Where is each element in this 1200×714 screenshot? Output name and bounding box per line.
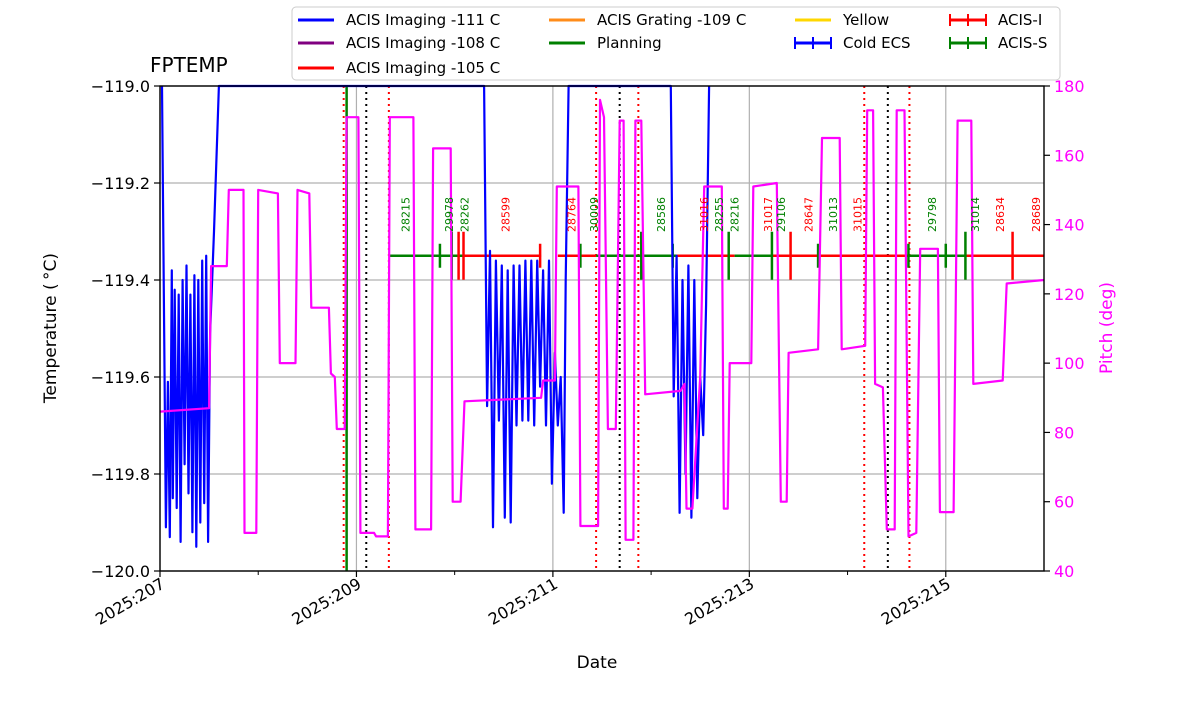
y2-tick-label: 40 xyxy=(1054,562,1074,581)
y-axis-right: 180 160 140 120 100 80 60 40 xyxy=(1044,77,1085,581)
legend-frame xyxy=(291,6,1061,81)
y-axis-left: −119.0 −119.2 −119.4 −119.6 −119.8 −120.0 xyxy=(91,77,160,581)
y-axis-title: Temperature ( °C) xyxy=(41,253,61,404)
chart-title: FPTEMP xyxy=(150,53,228,77)
x-tick-label: 2025:209 xyxy=(289,574,365,629)
obsid-label: 28255 xyxy=(713,197,726,232)
obsid-label: 29978 xyxy=(443,197,456,232)
y-tick-label: −120.0 xyxy=(91,562,150,581)
x-axis: 2025:207 2025:209 2025:211 2025:213 2025:215 xyxy=(92,571,954,629)
obsid-label: 28764 xyxy=(566,197,579,232)
event-vertical-lines xyxy=(342,86,911,571)
x-tick-label: 2025:211 xyxy=(485,574,561,629)
y2-tick-label: 140 xyxy=(1054,216,1085,235)
series-line-fptemp xyxy=(160,84,711,548)
obsid-label: 31013 xyxy=(827,197,840,232)
obsid-label: 28634 xyxy=(994,197,1007,232)
y2-tick-label: 100 xyxy=(1054,354,1085,373)
obsid-label: 31016 xyxy=(698,197,711,232)
legend-label: ACIS Imaging -108 C xyxy=(346,34,500,52)
y2-tick-label: 80 xyxy=(1054,423,1074,442)
grid-lines xyxy=(159,85,1044,572)
y-tick-label: −119.0 xyxy=(91,77,150,96)
x-tick-label: 2025:215 xyxy=(878,574,954,629)
y2-tick-label: 120 xyxy=(1054,285,1085,304)
y-tick-label: −119.6 xyxy=(91,368,150,387)
y-tick-label: −119.2 xyxy=(91,174,150,193)
obsid-label: 28215 xyxy=(400,197,413,232)
legend-label: ACIS Grating -109 C xyxy=(597,11,746,29)
legend-label: ACIS-I xyxy=(998,11,1042,29)
legend-label: ACIS Imaging -111 C xyxy=(346,11,500,29)
x-axis-title: Date xyxy=(577,653,618,673)
obsid-labels: 28215 29978 28262 28599 28764 30009 28586 31016… xyxy=(400,197,1043,232)
series-line-pitch xyxy=(159,98,1045,541)
obsid-label: 28689 xyxy=(1030,197,1043,232)
obsid-label: 28647 xyxy=(802,197,815,232)
y2-tick-label: 180 xyxy=(1054,77,1085,96)
legend: ACIS Imaging -111 C ACIS Imaging -108 C AC… xyxy=(291,6,1061,81)
x-tick-label: 2025:213 xyxy=(681,574,757,629)
obsid-label: 29106 xyxy=(775,197,788,232)
obsid-label: 31017 xyxy=(762,197,775,232)
y-tick-label: −119.8 xyxy=(91,465,150,484)
legend-label: ACIS Imaging -105 C xyxy=(346,59,500,77)
obsid-label: 31015 xyxy=(851,197,864,232)
obsid-label: 28599 xyxy=(500,197,513,232)
obsid-label: 28216 xyxy=(729,197,742,232)
obsid-label: 30009 xyxy=(588,197,601,232)
obsid-label: 31014 xyxy=(969,197,982,232)
legend-label: Yellow xyxy=(842,11,889,29)
y2-tick-label: 60 xyxy=(1054,493,1074,512)
plot-frame xyxy=(159,85,1045,572)
x-tick-label: 2025:207 xyxy=(92,574,168,629)
legend-label: Planning xyxy=(597,34,662,52)
y2-tick-label: 160 xyxy=(1054,146,1085,165)
obsid-label: 28586 xyxy=(655,197,668,232)
y2-axis-title: Pitch (deg) xyxy=(1097,282,1117,374)
obsid-label: 29798 xyxy=(926,197,939,232)
legend-label: Cold ECS xyxy=(843,34,911,52)
series-layer xyxy=(159,84,1045,548)
y-tick-label: −119.4 xyxy=(91,271,150,290)
obsid-label: 28262 xyxy=(459,197,472,232)
legend-label: ACIS-S xyxy=(998,34,1047,52)
